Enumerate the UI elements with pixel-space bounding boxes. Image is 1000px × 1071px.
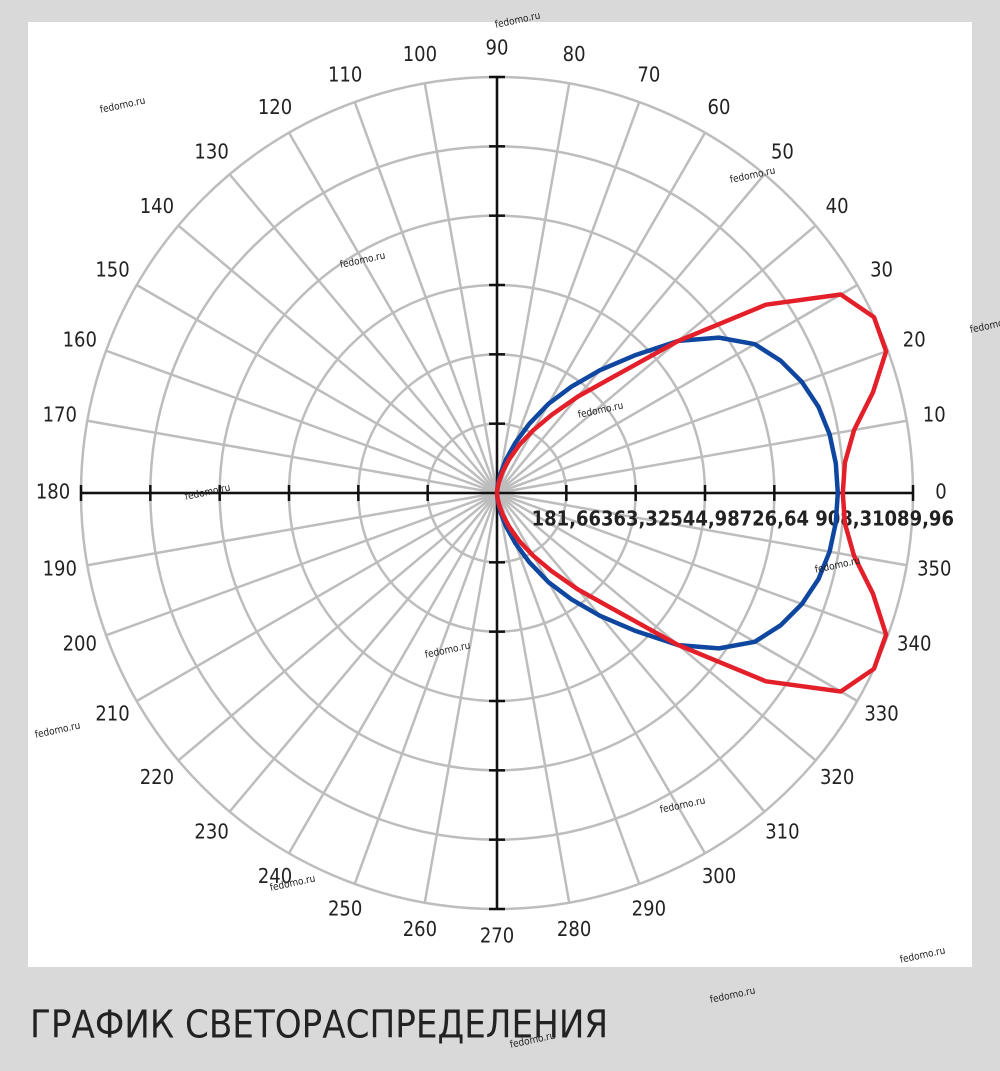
grid-spoke [496,491,889,637]
angle-tick-label: 320 [820,765,854,789]
angle-tick-label: 270 [480,924,514,948]
angle-tick-label: 340 [897,631,931,655]
grid-spoke [496,224,817,494]
angle-tick-label: 100 [403,42,437,66]
angle-tick-label: 120 [258,95,292,119]
grid-spoke [496,491,858,703]
series-line [494,335,841,651]
angle-tick-label: 310 [765,820,799,844]
watermark: fedomo.ru [709,985,757,1005]
grid-spoke [136,491,498,703]
r-tick-label: 726,64 [740,507,809,531]
grid-spoke [496,349,889,495]
angle-tick-label: 150 [95,258,129,282]
angle-tick-label: 80 [563,42,586,66]
r-tick-label: 181,66 [532,507,601,531]
grid-spoke [177,224,498,494]
grid-spoke [105,349,498,495]
grid-spoke [287,492,499,854]
grid-spoke [287,132,499,494]
grid-spoke [496,173,766,494]
grid-spoke [496,492,766,813]
grid-spoke [136,283,498,495]
angle-tick-label: 20 [903,328,926,352]
grid-spoke [495,492,641,885]
angle-tick-label: 50 [771,139,794,163]
grid-spoke [495,492,571,903]
grid-spoke [87,419,498,495]
angle-tick-label: 250 [328,897,362,921]
angle-tick-label: 330 [864,702,898,726]
angle-tick-label: 70 [637,62,660,86]
r-tick-label: 544,98 [670,507,739,531]
grid-spoke [496,492,817,762]
angle-tick-label: 130 [194,139,228,163]
r-tick-label: 363,32 [601,507,670,531]
angle-tick-label: 300 [702,864,736,888]
chart-title: ГРАФИК СВЕТОРАСПРЕДЕЛЕНИЯ [30,1003,608,1047]
series-line [494,292,889,694]
angle-tick-label: 110 [328,62,362,86]
angle-tick-label: 220 [140,765,174,789]
angle-tick-label: 0 [935,480,946,504]
grid-spoke [423,83,499,494]
grid-spoke [105,491,498,637]
angle-tick-label: 350 [917,557,951,581]
angle-tick-label: 160 [63,328,97,352]
angle-tick-label: 240 [258,864,292,888]
angle-tick-label: 10 [923,402,946,426]
grid-spoke [496,283,858,495]
angle-tick-label: 180 [36,480,70,504]
grid-spoke [228,492,498,813]
grid-spoke [496,419,907,495]
angle-tick-label: 190 [43,557,77,581]
angle-tick-label: 170 [43,402,77,426]
angle-tick-label: 40 [826,194,849,218]
grid-spoke [228,173,498,494]
angle-tick-label: 210 [95,702,129,726]
grid-spoke [496,491,907,567]
angle-tick-label: 200 [63,631,97,655]
r-tick-label: 1089,96 [872,507,954,531]
angle-tick-label: 60 [708,95,731,119]
grid-spoke [495,101,641,494]
angle-tick-label: 260 [403,917,437,941]
watermark: fedomo.ru [969,315,1000,335]
angle-tick-label: 280 [557,917,591,941]
angle-tick-label: 90 [486,36,509,60]
angle-tick-label: 290 [632,897,666,921]
grid-spoke [177,492,498,762]
grid-spoke [353,101,499,494]
angle-tick-label: 230 [194,820,228,844]
angle-tick-label: 140 [140,194,174,218]
grid-spoke [495,83,571,494]
grid-spoke [87,491,498,567]
grid-spoke [353,492,499,885]
angle-tick-label: 30 [870,258,893,282]
grid-spoke [423,492,499,903]
